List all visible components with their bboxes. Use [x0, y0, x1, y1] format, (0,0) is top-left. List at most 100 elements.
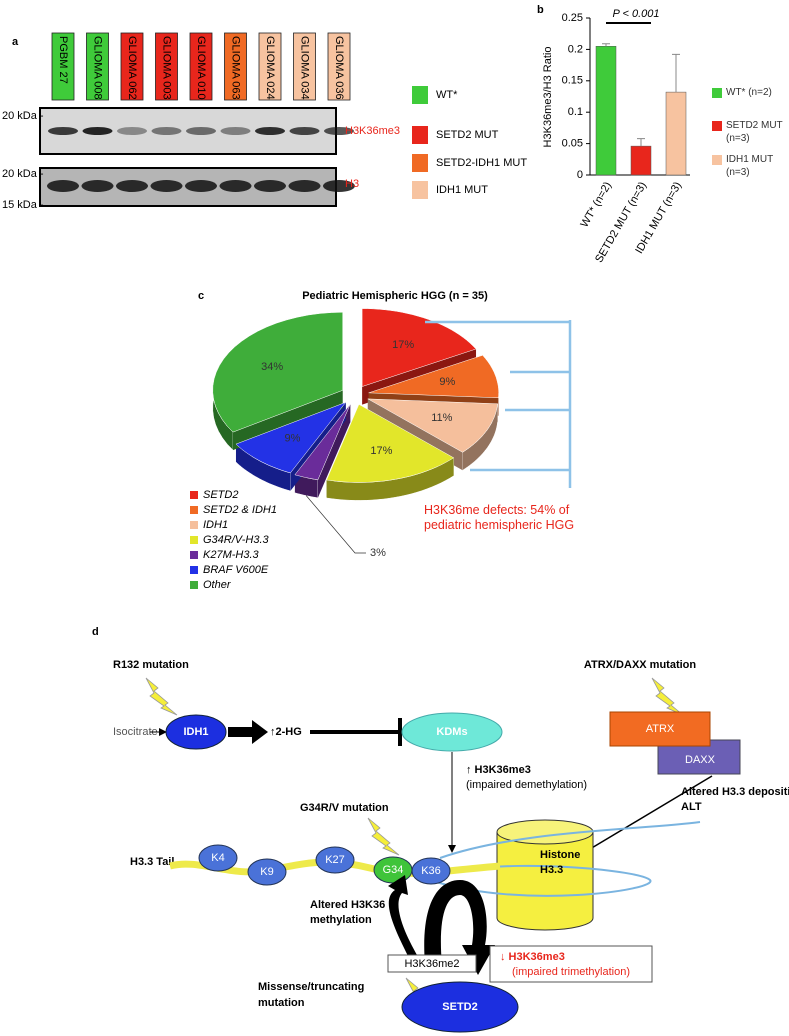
label: Altered H3K36 — [310, 899, 385, 911]
node-label: IDH1 — [183, 726, 208, 738]
band-label: H3 — [345, 178, 359, 190]
legend-label: SETD2 MUT (n=3) — [726, 120, 783, 144]
legend-label: IDH1 MUT — [436, 184, 488, 196]
lane-label: GLIOMA 010 — [195, 36, 207, 100]
legend-swatch — [190, 551, 198, 559]
panel-label: b — [537, 4, 544, 16]
label: ↑2-HG — [270, 726, 302, 738]
lane-label-box — [120, 32, 144, 101]
size-marker: 20 kDa - — [2, 110, 44, 122]
lane-label-box — [327, 32, 351, 101]
legend-label: SETD2 — [203, 489, 238, 501]
lane-label: GLIOMA 036 — [333, 36, 345, 100]
y-tick-label: 0.05 — [562, 138, 583, 150]
slice — [367, 398, 498, 453]
slice — [212, 312, 343, 433]
dna — [429, 821, 701, 897]
legend-label: WT* (n=2) — [726, 87, 772, 98]
lane-label-box — [293, 32, 316, 101]
slice-label: 3% — [370, 547, 386, 559]
inhibition — [310, 718, 402, 746]
label: Altered H3.3 deposition — [681, 786, 789, 798]
band — [116, 180, 148, 192]
lane-label-box — [155, 32, 178, 101]
legend-swatch — [712, 88, 722, 98]
node-label: ATRX — [646, 723, 675, 735]
slice — [235, 401, 347, 474]
p-value: P < 0.001 — [613, 8, 660, 20]
slice — [361, 308, 477, 387]
band — [151, 127, 182, 135]
box — [489, 945, 653, 983]
y-axis-label: H3K36me3/H3 Ratio — [542, 47, 554, 148]
band — [186, 127, 216, 135]
slice — [368, 355, 499, 399]
size-marker: 20 kDa - — [2, 168, 44, 180]
band — [150, 180, 183, 192]
legend-swatch — [190, 536, 198, 544]
label: Missense/truncating — [258, 981, 364, 993]
label: (impaired demethylation) — [466, 779, 587, 791]
label: ATRX/DAXX mutation — [584, 659, 697, 671]
label: (impaired trimethylation) — [512, 966, 630, 978]
lane-label-box — [189, 32, 213, 101]
legend-swatch — [190, 566, 198, 574]
lightning — [145, 677, 178, 716]
arrow — [573, 775, 713, 859]
legend-swatch — [190, 521, 198, 529]
lane-label-box — [51, 32, 75, 101]
band-label: H3K36me3 — [345, 125, 400, 137]
node-label: H3.3 — [540, 864, 563, 876]
legend-label: IDH1 MUT (n=3) — [726, 154, 774, 178]
y-tick-label: 0.1 — [568, 106, 583, 118]
legend-label: SETD2 MUT — [436, 129, 499, 141]
label: R132 mutation — [113, 659, 189, 671]
node-label: SETD2 — [442, 1001, 477, 1013]
label: H3.3 Tail — [130, 856, 174, 868]
slice-label: 17% — [370, 445, 392, 457]
node — [401, 981, 519, 1033]
band — [82, 127, 113, 135]
legend-label: K27M-H3.3 — [203, 549, 260, 561]
lane-label: GLIOMA 063 — [230, 36, 242, 100]
lane-label-box — [86, 32, 109, 101]
leader-line — [305, 495, 366, 554]
residue — [247, 858, 287, 886]
label: ↓ H3K36me3 — [500, 951, 565, 963]
legend-label: BRAF V600E — [203, 564, 269, 576]
bar — [665, 91, 687, 176]
label: H3K36me2 — [404, 958, 459, 970]
slice — [326, 404, 455, 483]
size-marker: 15 kDa - — [2, 199, 44, 211]
lane-label: PGBM 27 — [57, 36, 69, 84]
slice-label: 34% — [261, 361, 283, 373]
panel-label: c — [198, 290, 204, 302]
bar — [595, 46, 617, 176]
legend-swatch — [412, 181, 428, 199]
legend-swatch — [412, 154, 428, 172]
x-tick-label: WT* (n=2) — [579, 180, 615, 230]
node-label: KDMs — [436, 726, 467, 738]
cylinder-body — [496, 832, 594, 931]
legend-swatch — [412, 126, 428, 144]
error-bar — [602, 43, 610, 47]
error-bar — [672, 53, 680, 93]
curved-arrow — [388, 875, 420, 960]
lightning — [651, 677, 684, 716]
legend-swatch — [190, 581, 198, 589]
band — [219, 180, 252, 192]
lane-label-box — [258, 32, 282, 101]
band — [255, 127, 285, 135]
bracket — [425, 320, 572, 488]
band — [47, 180, 79, 192]
node-label: Histone — [540, 849, 580, 861]
band — [254, 180, 286, 192]
residue — [315, 846, 355, 874]
legend-label: IDH1 — [203, 519, 228, 531]
panel-label: a — [12, 36, 19, 48]
slice — [294, 404, 351, 481]
chart-title: Pediatric Hemispheric HGG (n = 35) — [302, 290, 488, 302]
y-tick-label: 0.15 — [562, 75, 583, 87]
